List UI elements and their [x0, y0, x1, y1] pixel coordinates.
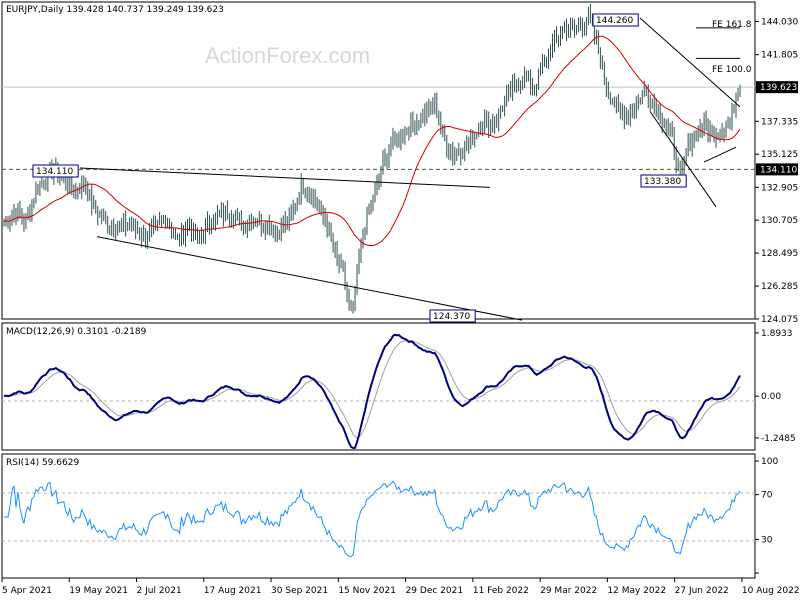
macd-y-tick-label: 0.00 [761, 392, 781, 402]
channel-lower-line [649, 111, 717, 208]
last-price-box [756, 81, 798, 94]
support-price-box [756, 163, 798, 176]
upper-trendline [79, 167, 491, 188]
level-label-box [32, 164, 79, 178]
price-y-tick-label: 128.495 [761, 249, 798, 259]
rsi-y-axis: 100 70 30 [755, 457, 778, 574]
price-y-tick-label: 144.030 [761, 17, 798, 27]
rsi-y-tick-label: 100 [761, 457, 778, 467]
rsi-panel-frame [1, 453, 756, 579]
high-label-box [592, 13, 639, 27]
price-y-tick-label: 135.125 [761, 150, 798, 160]
x-tick-label: 10 Aug 2022 [742, 586, 800, 596]
price-y-tick-label: 137.335 [761, 117, 798, 127]
rsi-y-tick-label: 30 [761, 535, 773, 545]
rsi-line [4, 480, 741, 558]
watermark: ActionForex.com [205, 43, 370, 68]
price-header: EURJPY,Daily 139.428 140.737 139.249 139… [6, 5, 224, 15]
low-label: 133.380 [644, 177, 681, 187]
x-tick-label: 5 Apr 2021 [2, 586, 52, 596]
price-y-tick-label: 132.905 [761, 183, 798, 193]
price-y-tick-label: 126.285 [761, 282, 798, 292]
trendlines [79, 17, 741, 321]
x-tick-label: 29 Mar 2022 [540, 586, 597, 596]
wedge-support-line [703, 146, 737, 163]
macd-panel: MACD(12,26,9) 0.3101 -0.2189 1.8933 0.00 -… [1, 322, 796, 451]
x-tick-label: 29 Dec 2021 [406, 586, 464, 596]
x-tick-label: 2 Jul 2021 [137, 586, 182, 596]
x-tick-label: 12 May 2022 [607, 586, 666, 596]
price-y-axis: 144.030141.805139.580137.335135.125132.9… [755, 17, 798, 325]
x-tick-label: 30 Sep 2021 [271, 586, 328, 596]
moving-average-line [3, 35, 741, 246]
macd-y-tick-label: -1.2485 [761, 434, 796, 444]
x-tick-label: 15 Nov 2021 [338, 586, 396, 596]
x-axis: 5 Apr 2021 19 May 2021 2 Jul 2021 17 Aug 20… [1, 578, 800, 596]
bottom-label-box [429, 309, 476, 323]
price-bars [3, 3, 741, 314]
lower-trendline [96, 236, 523, 321]
channel-upper-line [639, 17, 741, 108]
price-y-tick-label: 124.075 [761, 315, 798, 325]
x-tick-label: 19 May 2021 [69, 586, 128, 596]
macd-header: MACD(12,26,9) 0.3101 -0.2189 [6, 327, 147, 337]
macd-line [3, 333, 741, 450]
x-tick-label: 17 Aug 2021 [204, 586, 262, 596]
price-panel-frame [1, 1, 756, 320]
x-tick-label: 11 Feb 2022 [473, 586, 529, 596]
last-price-label: 139.623 [760, 83, 797, 93]
macd-signal-line [3, 340, 741, 439]
macd-y-axis: 1.8933 0.00 -1.2485 [755, 329, 796, 444]
low-label-box [640, 174, 687, 188]
macd-y-tick-label: 1.8933 [761, 329, 793, 339]
high-label: 144.260 [596, 16, 633, 26]
macd-panel-frame [1, 322, 756, 451]
bottom-label: 124.370 [433, 312, 470, 322]
support-price-label: 134.110 [760, 165, 797, 175]
level-label: 134.110 [36, 167, 73, 177]
price-y-tick-label: 141.805 [761, 51, 798, 61]
rsi-y-tick-label: 70 [761, 491, 773, 501]
fe-161-label: FE 161.8 [712, 20, 752, 30]
x-tick-label: 27 Jun 2022 [675, 586, 729, 596]
rsi-header: RSI(14) 59.6629 [6, 458, 79, 468]
fe-100-label: FE 100.0 [712, 65, 752, 75]
price-annotations: 144.260 134.110 133.380 124.370 FE 161.8 FE 1… [32, 13, 752, 323]
rsi-panel: RSI(14) 59.6629 100 70 30 [1, 453, 778, 579]
price-panel: EURJPY,Daily 139.428 140.737 139.249 139… [1, 1, 798, 325]
price-gridlines [2, 86, 755, 170]
price-y-tick-label: 130.705 [761, 216, 798, 226]
